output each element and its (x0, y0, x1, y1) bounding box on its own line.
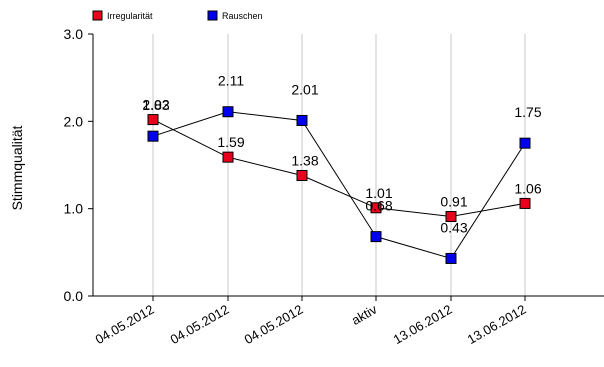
marker-1-5 (519, 137, 531, 149)
series-markers (147, 106, 531, 264)
marker-0-3 (370, 202, 382, 214)
legend-label-0: Irregularität (107, 11, 153, 21)
data-label-0-3: 1.01 (365, 185, 392, 201)
y-axis-label: Stimmqualität (9, 125, 25, 210)
x-tick-label-2: 04.05.2012 (242, 302, 306, 348)
x-tick-label-5: 13.06.2012 (465, 302, 529, 348)
data-label-0-0: 2.02 (142, 97, 169, 113)
marker-1-4 (445, 252, 457, 264)
marker-1-0 (147, 130, 159, 142)
grid (152, 34, 526, 296)
y-ticks: 0.0 1.0 2.0 3.0 (64, 26, 93, 304)
data-label-0-2: 1.38 (291, 152, 318, 168)
marker-0-0 (147, 114, 159, 126)
axes (92, 34, 604, 297)
legend-swatch-0 (92, 10, 103, 21)
marker-0-5 (519, 197, 531, 209)
series-line-0 (152, 119, 526, 218)
y-tick-label-0: 0.0 (64, 288, 84, 304)
marker-1-2 (296, 114, 308, 126)
data-label-0-1: 1.59 (217, 134, 244, 150)
data-label-1-4: 0.43 (440, 219, 467, 235)
data-label-0-4: 0.91 (440, 194, 467, 210)
data-label-0-5: 1.06 (514, 180, 541, 196)
series-lines (152, 111, 526, 260)
data-labels: 2.02 1.59 1.38 1.01 0.91 1.06 1.83 2.11 2.01 0.68… (142, 73, 541, 236)
legend-label-1: Rauschen (222, 11, 263, 21)
data-label-1-3: 0.68 (365, 198, 392, 214)
legend-swatch-1 (207, 10, 218, 21)
marker-1-3 (370, 231, 382, 243)
data-label-1-2: 2.01 (291, 81, 318, 97)
x-ticks: 04.05.2012 04.05.2012 04.05.2012 aktiv 13.06… (93, 296, 529, 347)
marker-0-1 (222, 151, 234, 163)
marker-0-4 (445, 211, 457, 223)
y-tick-label-2: 2.0 (64, 113, 84, 129)
y-tick-label-3: 3.0 (64, 26, 84, 42)
data-label-1-5: 1.75 (514, 104, 541, 120)
data-label-1-1: 2.11 (218, 73, 244, 89)
x-tick-label-1: 04.05.2012 (168, 302, 232, 348)
x-tick-label-3: aktiv (349, 301, 380, 328)
marker-0-2 (296, 169, 308, 181)
marker-1-1 (222, 106, 234, 118)
series-line-1 (152, 111, 526, 260)
x-tick-label-4: 13.06.2012 (391, 302, 455, 348)
legend: Irregularität Rauschen (92, 10, 263, 21)
y-tick-label-1: 1.0 (64, 201, 84, 217)
x-tick-label-0: 04.05.2012 (93, 302, 157, 348)
data-label-1-0: 1.83 (142, 97, 169, 113)
